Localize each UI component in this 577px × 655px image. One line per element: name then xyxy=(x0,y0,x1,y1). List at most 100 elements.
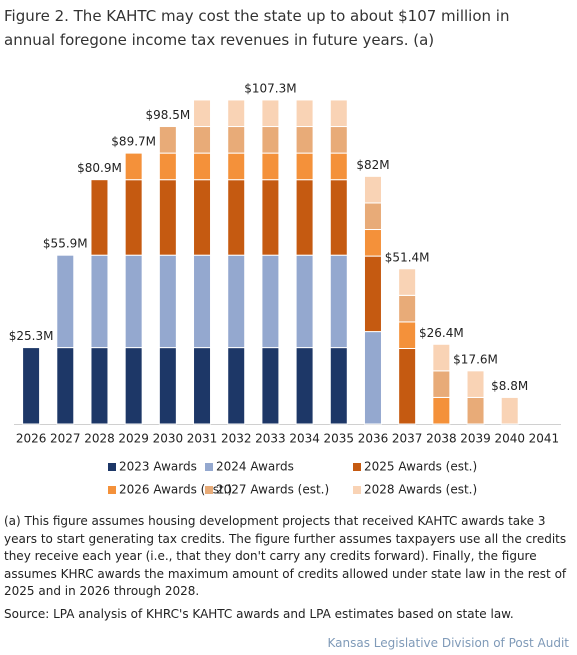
bar-segment xyxy=(158,152,177,181)
bar-segment xyxy=(295,99,314,128)
x-tick-label: 2029 xyxy=(118,432,149,446)
total-label: $25.3M xyxy=(9,329,54,343)
bar-segment xyxy=(329,152,348,181)
bar-segment xyxy=(193,126,212,154)
bar-segment xyxy=(158,126,177,154)
bar-segment xyxy=(398,348,417,425)
bar-segment xyxy=(432,343,451,372)
legend-swatch xyxy=(205,463,213,471)
bar-segment xyxy=(261,254,280,349)
notes: (a) This figure assumes housing developm… xyxy=(4,514,567,598)
x-tick-label: 2027 xyxy=(50,432,81,446)
bar-segment xyxy=(363,255,382,333)
bar-segment xyxy=(124,254,143,349)
bar-segment xyxy=(90,179,109,256)
x-tick-label: 2037 xyxy=(392,432,423,446)
bar-segment xyxy=(363,202,382,231)
bar-segment xyxy=(227,126,246,154)
total-label: $89.7M xyxy=(111,135,156,149)
bar-segment xyxy=(227,347,246,425)
bar-segment xyxy=(261,347,280,425)
bar-segment xyxy=(261,152,280,181)
chart: 2026 $25.3M 2027 $55.9M 2028 $80.9M 2029 $89.7M… xyxy=(9,81,561,497)
total-label: $80.9M xyxy=(77,161,122,175)
bar-segment xyxy=(295,179,314,256)
x-tick-label: 2035 xyxy=(324,432,355,446)
bar-segment xyxy=(363,175,382,204)
legend-label: 2025 Awards (est.) xyxy=(364,460,477,474)
bar-segment xyxy=(56,254,75,349)
bar-segment xyxy=(363,229,382,257)
legend-swatch xyxy=(108,486,116,494)
bar-segment xyxy=(329,347,348,425)
credit: Kansas Legislative Division of Post Audi… xyxy=(327,636,569,650)
bar-segment xyxy=(193,99,212,128)
legend-label: 2026 Awards (est.) xyxy=(119,483,232,497)
total-label: $26.4M xyxy=(419,326,464,340)
bar-segment xyxy=(90,254,109,349)
x-tick-label: 2032 xyxy=(221,432,252,446)
bar-segment xyxy=(398,321,417,350)
bar-segment xyxy=(295,254,314,349)
bar-segment xyxy=(227,179,246,256)
total-label: $98.5M xyxy=(145,108,190,122)
x-tick-label: 2034 xyxy=(289,432,320,446)
bar-segment xyxy=(329,179,348,256)
total-label: $82M xyxy=(356,158,389,172)
bar-segment xyxy=(90,347,109,425)
x-tick-label: 2040 xyxy=(494,432,525,446)
bar-segment xyxy=(124,152,143,181)
bar-segment xyxy=(398,268,417,296)
legend-swatch xyxy=(205,486,213,494)
chart-title: Figure 2. The KAHTC may cost the state u… xyxy=(4,7,510,49)
bar-segment xyxy=(193,152,212,181)
total-label: $17.6M xyxy=(453,352,498,366)
bar-segment xyxy=(193,179,212,256)
source: Source: LPA analysis of KHRC's KAHTC awa… xyxy=(4,607,514,621)
x-tick-label: 2036 xyxy=(358,432,389,446)
bar-segment xyxy=(193,347,212,425)
bar-segment xyxy=(227,152,246,181)
total-label: $107.3M xyxy=(244,81,296,95)
legend-swatch xyxy=(353,486,361,494)
bar-segment xyxy=(295,126,314,154)
x-tick-label: 2041 xyxy=(529,432,560,446)
bar-segment xyxy=(466,370,485,398)
bar-segment xyxy=(295,347,314,425)
x-tick-label: 2033 xyxy=(255,432,286,446)
bar-segment xyxy=(398,294,417,323)
bar-segment xyxy=(261,126,280,154)
bar-segment xyxy=(158,179,177,256)
total-label: $8.8M xyxy=(491,379,528,393)
legend-label: 2027 Awards (est.) xyxy=(216,483,329,497)
bar-segment xyxy=(432,370,451,398)
x-tick-label: 2026 xyxy=(16,432,47,446)
bar-segment xyxy=(124,179,143,256)
legend-label: 2023 Awards xyxy=(119,460,197,474)
bar-segment xyxy=(363,331,382,425)
bar-segment xyxy=(295,152,314,181)
bar-segment xyxy=(227,99,246,128)
bar-segment xyxy=(124,347,143,425)
bar-segment xyxy=(261,99,280,128)
x-tick-label: 2038 xyxy=(426,432,457,446)
x-tick-label: 2030 xyxy=(153,432,184,446)
x-tick-label: 2039 xyxy=(460,432,491,446)
total-label: $55.9M xyxy=(43,237,88,251)
legend-swatch xyxy=(353,463,361,471)
bar-segment xyxy=(329,99,348,128)
legend-label: 2028 Awards (est.) xyxy=(364,483,477,497)
total-label: $51.4M xyxy=(385,250,430,264)
bar-segment xyxy=(261,179,280,256)
bar-segment xyxy=(329,126,348,154)
bar-segment xyxy=(227,254,246,349)
x-tick-label: 2031 xyxy=(187,432,218,446)
bar-segment xyxy=(466,396,485,425)
bar-segment xyxy=(56,347,75,425)
legend-swatch xyxy=(108,463,116,471)
bar-segment xyxy=(432,396,451,425)
bar-segment xyxy=(22,347,41,425)
bar-segment xyxy=(158,254,177,349)
bar-segment xyxy=(329,254,348,349)
